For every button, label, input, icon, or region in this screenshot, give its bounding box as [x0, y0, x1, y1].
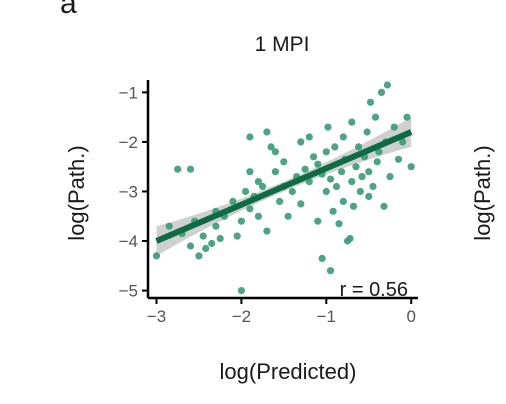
- x-tick-label: 0: [406, 307, 415, 326]
- data-point: [305, 133, 313, 141]
- data-point: [233, 232, 241, 240]
- data-point: [394, 155, 403, 163]
- data-point: [310, 153, 318, 161]
- data-point: [267, 143, 275, 151]
- y-axis-ticks: −5 −4 −3 −2 −1: [119, 83, 148, 301]
- data-point: [322, 187, 330, 196]
- data-point: [242, 187, 250, 196]
- data-point: [246, 168, 254, 176]
- right-panel-y-axis-label: log(Path.): [470, 145, 495, 240]
- x-axis-ticks: −3 −2 −1 0: [147, 298, 416, 326]
- data-point: [165, 222, 173, 230]
- data-point: [305, 178, 313, 186]
- data-point: [339, 133, 347, 141]
- data-point: [365, 168, 373, 176]
- data-point: [339, 197, 347, 205]
- data-point: [246, 133, 254, 141]
- data-point: [383, 81, 391, 89]
- data-point: [318, 254, 326, 262]
- y-tick-label: −1: [119, 83, 138, 102]
- data-point: [195, 252, 203, 260]
- y-tick-label: −2: [119, 133, 138, 152]
- data-point: [375, 148, 383, 156]
- x-tick-label: −1: [317, 307, 336, 326]
- panel-label: a: [60, 0, 77, 20]
- data-point: [208, 239, 216, 248]
- data-point: [324, 123, 332, 131]
- data-point: [186, 242, 195, 250]
- y-tick-label: −5: [119, 282, 138, 301]
- data-point: [301, 165, 309, 173]
- regression-line: [155, 129, 413, 244]
- plot-area: [152, 81, 415, 295]
- data-point: [276, 197, 284, 205]
- y-tick-label: −4: [119, 232, 138, 251]
- data-point: [365, 192, 373, 200]
- data-point: [356, 187, 364, 196]
- data-point: [403, 113, 411, 121]
- data-point: [407, 163, 415, 171]
- x-tick-label: −3: [147, 307, 166, 326]
- data-point: [377, 88, 386, 96]
- data-point: [371, 113, 380, 121]
- data-point: [348, 118, 356, 126]
- data-point: [366, 98, 375, 106]
- data-point: [363, 128, 371, 136]
- data-point: [348, 178, 356, 186]
- data-point: [237, 287, 245, 295]
- data-point: [288, 187, 296, 196]
- data-point: [216, 234, 224, 243]
- data-point: [332, 182, 341, 191]
- data-point: [271, 168, 279, 176]
- data-point: [199, 232, 207, 240]
- x-tick-label: −2: [232, 307, 251, 326]
- data-point: [380, 202, 388, 210]
- data-point: [284, 212, 292, 220]
- data-point: [229, 197, 237, 205]
- y-tick-label: −3: [119, 182, 138, 201]
- chart-title: 1 MPI: [255, 33, 310, 56]
- y-axis-label: log(Path.): [64, 145, 89, 240]
- data-point: [349, 202, 358, 210]
- data-point: [263, 227, 271, 235]
- data-point: [322, 148, 330, 156]
- data-point: [212, 222, 220, 230]
- data-point: [369, 182, 377, 191]
- data-point: [246, 205, 254, 213]
- data-point: [373, 158, 381, 166]
- data-point: [314, 217, 322, 225]
- data-point: [186, 165, 195, 173]
- data-point: [338, 168, 346, 176]
- data-point: [326, 175, 335, 183]
- data-point: [346, 234, 354, 243]
- data-point: [335, 220, 343, 228]
- data-point: [390, 123, 398, 131]
- data-point: [331, 143, 339, 151]
- data-point: [358, 173, 366, 181]
- data-point: [355, 143, 363, 151]
- data-point: [271, 148, 279, 156]
- data-point: [326, 267, 335, 275]
- data-point: [263, 128, 271, 136]
- data-point: [259, 182, 267, 191]
- data-point: [237, 217, 245, 225]
- data-point: [254, 178, 262, 186]
- data-point: [174, 165, 182, 173]
- data-point: [329, 207, 337, 215]
- data-point: [202, 244, 210, 253]
- correlation-annotation: r = 0.56: [340, 279, 408, 301]
- data-point: [297, 138, 305, 146]
- data-point: [399, 138, 407, 146]
- data-point: [314, 160, 322, 168]
- data-point: [352, 163, 360, 171]
- data-point: [280, 158, 288, 166]
- data-point: [386, 173, 394, 181]
- x-axis-label: log(Predicted): [220, 359, 357, 384]
- data-point: [152, 252, 161, 260]
- data-point: [297, 200, 305, 208]
- data-point: [254, 212, 262, 220]
